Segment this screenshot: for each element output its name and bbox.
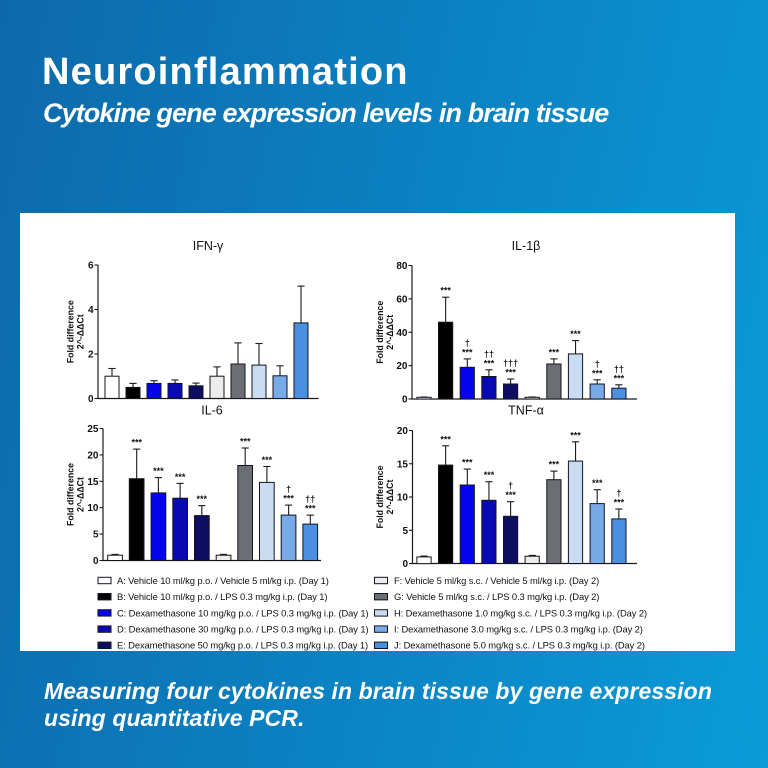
svg-text:A: Vehicle 10 ml/kg p.o. / Veh: A: Vehicle 10 ml/kg p.o. / Vehicle 5 ml/… [117,575,329,586]
svg-text:***: *** [305,504,316,514]
svg-text:C: Dexamethasone 10 mg/kg p.o.: C: Dexamethasone 10 mg/kg p.o. / LPS 0.3… [117,607,369,618]
svg-text:0: 0 [402,559,408,570]
svg-text:***: *** [549,460,560,470]
svg-text:0: 0 [88,394,94,405]
svg-text:Fold difference: Fold difference [66,300,76,363]
svg-text:†: † [286,484,291,494]
svg-text:***: *** [505,368,516,378]
svg-text:G: Vehicle 5 ml/kg s.c. / LPS: G: Vehicle 5 ml/kg s.c. / LPS 0.3 mg/kg … [394,591,599,602]
svg-text:†: † [595,359,600,369]
svg-text:†: † [508,481,513,491]
svg-text:5: 5 [402,526,408,537]
svg-text:***: *** [175,472,186,482]
svg-text:TNF-α: TNF-α [508,404,544,418]
svg-text:***: *** [283,494,294,504]
svg-text:2^-ΔΔCt: 2^-ΔΔCt [76,314,86,349]
svg-text:Fold difference: Fold difference [375,301,385,364]
svg-text:***: *** [570,430,581,440]
svg-text:†: † [465,338,470,348]
svg-text:***: *** [614,498,625,508]
svg-text:***: *** [262,455,273,465]
svg-text:IFN-γ: IFN-γ [193,239,224,253]
svg-text:F: Vehicle 5 ml/kg s.c. / Vehi: F: Vehicle 5 ml/kg s.c. / Vehicle 5 ml/k… [394,575,599,586]
svg-text:***: *** [592,368,603,378]
svg-text:***: *** [462,458,473,468]
svg-text:E: Dexamethasone 50 mg/kg p.o.: E: Dexamethasone 50 mg/kg p.o. / LPS 0.3… [117,640,368,651]
svg-text:15: 15 [87,477,99,488]
svg-text:†††: ††† [503,358,518,368]
svg-text:80: 80 [396,261,408,272]
svg-text:25: 25 [87,424,99,435]
svg-text:***: *** [440,286,451,296]
svg-text:0: 0 [93,556,99,567]
svg-text:††: †† [614,364,624,374]
svg-text:***: *** [570,329,581,339]
svg-text:10: 10 [397,493,409,504]
svg-text:***: *** [549,347,560,357]
svg-text:J: Dexamethasone 5.0 mg/kg s.c: J: Dexamethasone 5.0 mg/kg s.c. / LPS 0.… [394,640,645,651]
svg-text:0: 0 [402,395,408,406]
svg-text:***: *** [197,494,208,504]
svg-text:†: † [616,488,621,498]
svg-text:***: *** [240,437,251,447]
svg-text:40: 40 [396,328,408,339]
svg-text:***: *** [462,347,473,357]
svg-text:20: 20 [87,450,99,461]
svg-text:2^-ΔΔCt: 2^-ΔΔCt [76,477,86,512]
svg-text:IL-1β: IL-1β [512,239,541,253]
svg-text:IL-6: IL-6 [201,404,223,418]
svg-text:60: 60 [396,294,408,305]
svg-text:2^-ΔΔCt: 2^-ΔΔCt [385,479,395,514]
svg-text:***: *** [484,470,495,480]
svg-text:H: Dexamethasone 1.0 mg/kg s.c: H: Dexamethasone 1.0 mg/kg s.c. / LPS 0.… [394,607,647,618]
svg-text:2: 2 [88,350,94,361]
svg-text:***: *** [484,358,495,368]
svg-text:Fold difference: Fold difference [375,465,385,528]
svg-text:***: *** [614,373,625,383]
svg-text:Fold difference: Fold difference [66,463,76,526]
svg-text:††: †† [484,349,494,359]
svg-text:***: *** [153,466,164,476]
svg-text:4: 4 [88,305,94,316]
svg-text:5: 5 [93,530,99,541]
svg-text:6: 6 [88,261,94,272]
svg-text:††: †† [305,494,315,504]
svg-text:B: Vehicle 10 ml/kg p.o. / LPS: B: Vehicle 10 ml/kg p.o. / LPS 0.3 mg/kg… [117,591,327,602]
svg-text:2^-ΔΔCt: 2^-ΔΔCt [385,315,395,350]
svg-text:10: 10 [87,503,99,514]
svg-text:I: Dexamethasone 3.0 mg/kg s.c: I: Dexamethasone 3.0 mg/kg s.c. / LPS 0.… [394,624,643,635]
svg-text:***: *** [131,438,142,448]
svg-text:20: 20 [397,426,409,437]
svg-text:15: 15 [397,459,409,470]
svg-text:***: *** [505,490,516,500]
svg-text:***: *** [440,434,451,444]
svg-text:20: 20 [396,361,408,372]
svg-text:D: Dexamethasone 30 mg/kg p.o.: D: Dexamethasone 30 mg/kg p.o. / LPS 0.3… [117,624,369,635]
svg-text:***: *** [592,478,603,488]
